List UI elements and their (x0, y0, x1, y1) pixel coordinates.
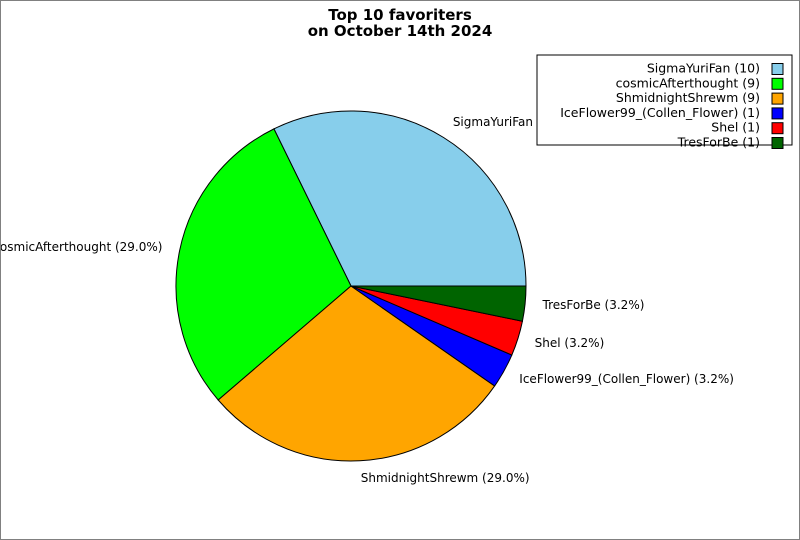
legend-label-0: SigmaYuriFan (10) (647, 61, 760, 76)
pie-label-3: IceFlower99_(Collen_Flower) (3.2%) (519, 372, 734, 386)
legend-label-2: ShmidnightShrewm (9) (616, 90, 760, 105)
pie-slice-2 (217, 285, 496, 462)
legend-swatch-2 (771, 92, 784, 105)
pie-label-0: SigmaYuriFan (453, 115, 533, 129)
legend-label-5: TresForBe (1) (677, 135, 760, 150)
legend-swatch-1 (771, 77, 784, 90)
legend-box (536, 54, 793, 146)
pie-label-4: Shel (3.2%) (535, 336, 605, 350)
chart-title-line-2: on October 14th 2024 (308, 22, 493, 40)
legend-swatch-5 (771, 137, 784, 149)
pie-label-1: cosmicAfterthought (29.0%) (1, 240, 162, 254)
pie-slice-0 (273, 110, 527, 287)
legend-swatch-3 (771, 107, 784, 120)
legend-swatch-4 (771, 122, 784, 135)
legend-label-1: cosmicAfterthought (9) (616, 75, 760, 90)
pie-slice-1 (175, 128, 352, 401)
pie-labels: SigmaYuriFan cosmicAfterthought (29.0%) Sh… (1, 115, 734, 485)
pie-label-5: TresForBe (3.2%) (542, 298, 645, 312)
legend-swatch-0 (771, 63, 784, 75)
pie-label-2: ShmidnightShrewm (29.0%) (361, 471, 530, 485)
legend: SigmaYuriFan (10)cosmicAfterthought (9)S… (536, 54, 793, 150)
chart-title-line-1: Top 10 favoriters (328, 6, 472, 24)
pie-slice-5 (350, 285, 527, 322)
pie-slices (175, 110, 527, 462)
legend-label-4: Shel (1) (711, 120, 760, 135)
legend-label-3: IceFlower99_(Collen_Flower) (1) (560, 105, 760, 120)
